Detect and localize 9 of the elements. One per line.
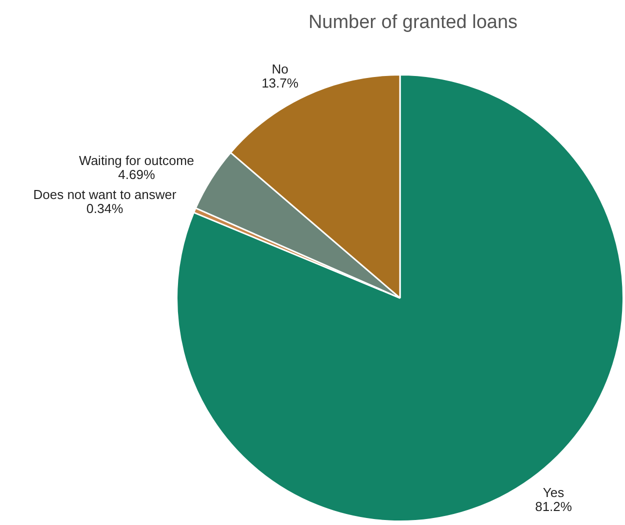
data-label: 81.2% xyxy=(535,498,572,514)
data-label: 0.34% xyxy=(86,200,124,216)
slice-label: Waiting for outcome xyxy=(79,152,194,168)
data-label: 4.69% xyxy=(118,166,156,182)
data-label: 13.7% xyxy=(262,76,299,91)
slice-label: No xyxy=(272,62,288,77)
slice-label: Yes xyxy=(542,484,565,500)
slice-label: Does not want to answer xyxy=(33,186,177,202)
chart-title: Number of granted loans xyxy=(307,12,519,34)
